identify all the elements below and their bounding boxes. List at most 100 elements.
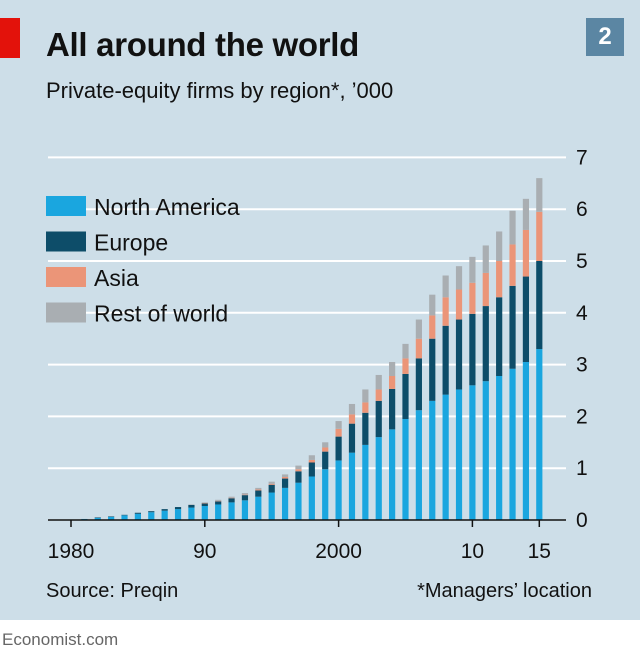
y-tick-label-6: 6 [576,198,588,221]
bar-2006-north-america [415,410,422,520]
bar-2003-rest-of-world [375,374,382,390]
bar-1992-north-america [228,502,235,520]
bar-2002-rest-of-world [362,389,369,403]
bar-1983-north-america [108,516,115,520]
bar-2010-north-america [469,385,476,520]
legend-label-rest-of-world: Rest of world [94,301,228,327]
bar-1995-rest-of-world [268,481,275,484]
bar-1998-europe [308,462,315,477]
bar-2001-asia [348,414,356,424]
bar-1990-asia [201,502,208,504]
bar-1986-europe [148,511,155,513]
bar-2007-europe [429,338,436,401]
bar-1998-rest-of-world [308,455,315,460]
bar-2000-asia [335,428,342,437]
bar-2013-europe [509,285,516,369]
legend-swatch-asia [46,267,86,287]
bar-1999-europe [322,451,329,470]
y-tick-label-3: 3 [576,354,588,377]
bar-2011-asia [482,272,489,307]
bar-2014-north-america [522,362,530,520]
bar-1991-rest-of-world [215,499,222,501]
bar-1985-north-america [134,513,141,520]
bar-2005-europe [402,373,409,419]
red-tag-accent [0,18,20,58]
bar-2011-rest-of-world [482,245,489,273]
bar-2002-asia [362,402,369,413]
bar-1996-europe [281,478,289,488]
legend-swatch-rest-of-world [46,302,86,323]
bar-1990-rest-of-world [201,502,208,503]
bar-1984-north-america [121,515,128,520]
bar-1999-asia [322,447,329,452]
bar-2008-rest-of-world [442,275,449,298]
chart-number-badge: 2 [586,18,624,56]
bar-1982-europe [94,517,101,518]
bar-1991-europe [215,501,222,505]
bar-2003-asia [375,389,382,401]
bar-2015-europe [536,261,543,350]
bar-2002-europe [362,412,369,445]
bar-1997-north-america [295,482,302,520]
bar-1990-europe [201,503,208,507]
bar-1985-europe [134,512,141,514]
bars [67,178,543,520]
bar-2015-north-america [536,349,543,520]
stacked-bar-chart: 0 1 2 3 4 5 6 7 1980 90 2000 10 15 North America Eur… [46,146,588,563]
bar-2009-asia [455,289,463,320]
bar-1994-north-america [255,496,262,520]
bar-1994-rest-of-world [255,487,262,490]
bar-2012-rest-of-world [496,231,503,261]
bar-1997-asia [295,469,302,472]
bar-2006-asia [415,338,422,359]
bar-2008-europe [442,325,449,395]
bar-2013-rest-of-world [509,210,516,245]
bar-2000-rest-of-world [335,421,342,429]
bar-2008-asia [442,297,449,326]
bar-2004-north-america [389,429,396,520]
x-tick-label-1990: 90 [193,540,216,563]
bar-2010-rest-of-world [469,256,476,283]
axes: 1980 90 2000 10 15 [48,519,566,563]
legend-swatch-north-america [46,196,86,216]
bar-1989-europe [188,504,195,508]
bar-2012-europe [496,297,503,376]
bar-1994-asia [255,489,262,491]
bar-1987-north-america [161,510,168,520]
bar-1997-europe [295,471,302,483]
y-tick-label-0: 0 [576,509,588,532]
bar-2005-asia [402,358,409,374]
bar-2003-north-america [375,437,382,520]
bar-1992-europe [228,498,235,503]
y-tick-label-4: 4 [576,302,588,325]
bar-2004-europe [389,388,396,430]
bar-1996-north-america [281,487,289,520]
y-tick-label-7: 7 [576,146,588,169]
bar-2000-north-america [335,460,342,520]
bar-2006-europe [415,358,422,411]
bar-2001-north-america [348,452,356,520]
bar-2012-asia [496,261,503,298]
bar-1993-asia [241,494,249,496]
bar-1983-europe [108,516,115,517]
bar-1988-north-america [174,509,182,520]
legend-label-asia: Asia [94,265,139,291]
bar-2014-europe [522,276,530,363]
bar-2005-rest-of-world [402,343,409,359]
bar-1989-rest-of-world [188,504,195,505]
footnote: *Managers’ location [417,580,592,602]
bar-2007-north-america [429,400,436,520]
bar-2004-rest-of-world [389,362,396,376]
source-note: Source: Preqin [46,580,179,602]
bar-2002-north-america [362,444,369,520]
bar-1994-europe [255,490,262,497]
bar-1987-europe [161,509,168,511]
bar-1990-north-america [201,506,208,520]
bar-1997-rest-of-world [295,465,302,470]
y-tick-label-2: 2 [576,405,588,428]
bar-2007-asia [429,315,436,339]
x-tick-label-1980: 1980 [48,540,95,563]
bar-1992-rest-of-world [228,496,235,498]
bar-2008-north-america [442,394,449,520]
bar-1992-asia [228,497,235,499]
